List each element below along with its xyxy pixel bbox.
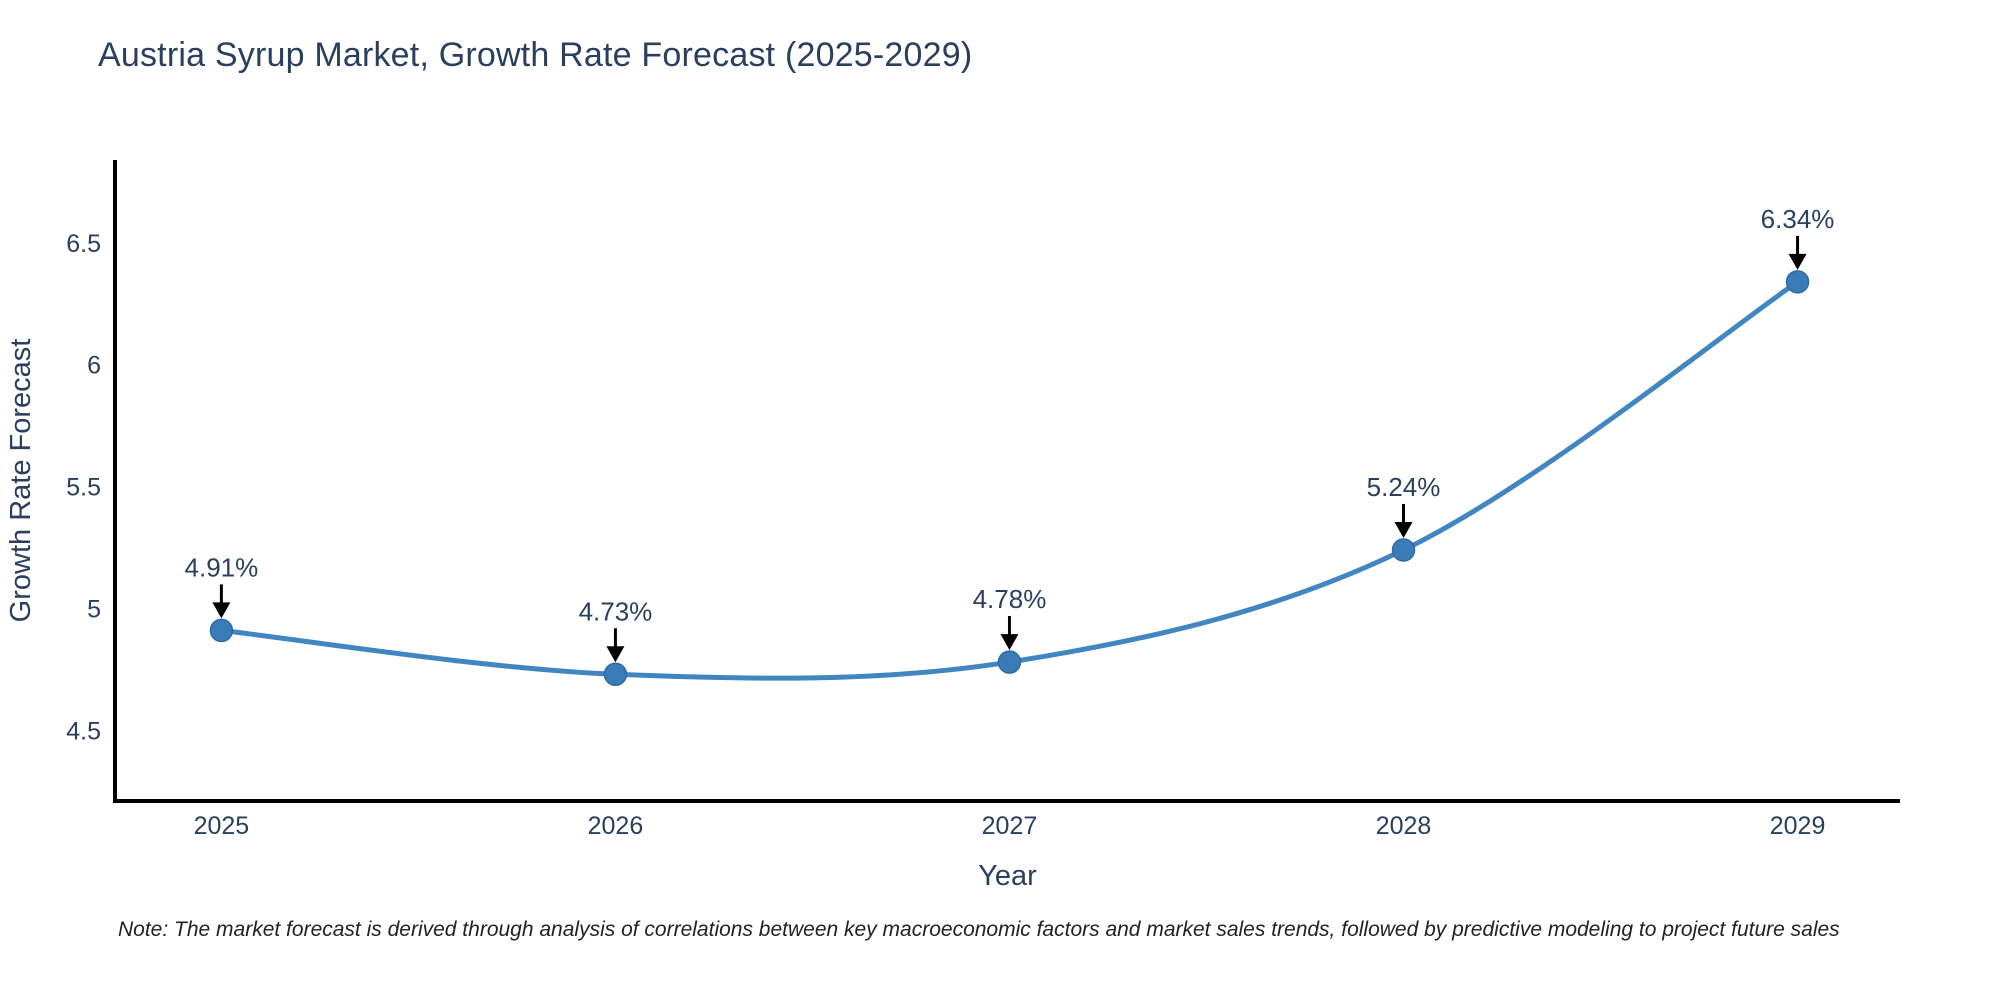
annotation-label: 6.34% (1761, 204, 1835, 234)
x-tick-label: 2029 (1770, 812, 1826, 840)
y-tick-label: 4.5 (66, 717, 101, 745)
annotation-arrow-head (1000, 634, 1019, 651)
y-tick-label: 6.5 (66, 230, 101, 258)
y-axis-title: Growth Rate Forecast (5, 339, 37, 623)
x-tick-label: 2025 (194, 812, 250, 840)
data-point[interactable] (1391, 538, 1416, 562)
data-point[interactable] (1785, 270, 1810, 294)
chart-title: Austria Syrup Market, Growth Rate Foreca… (98, 36, 973, 74)
annotation-label: 4.78% (973, 584, 1047, 614)
data-point[interactable] (209, 618, 234, 643)
data-point[interactable] (997, 650, 1022, 674)
annotation-label: 5.24% (1367, 472, 1441, 502)
data-point[interactable] (603, 662, 628, 687)
x-tick-label: 2026 (588, 812, 644, 840)
y-tick-label: 5.5 (66, 474, 101, 502)
y-tick-label: 6 (87, 352, 101, 380)
annotation-label: 4.91% (185, 552, 259, 582)
annotation-arrow-head (1394, 521, 1413, 538)
annotation-label: 4.73% (579, 596, 653, 626)
footnote: Note: The market forecast is derived thr… (118, 918, 1840, 941)
annotation-arrow-head (212, 602, 231, 619)
annotation-arrow-head (1788, 253, 1807, 270)
x-tick-label: 2027 (982, 812, 1038, 840)
x-axis-title: Year (978, 860, 1037, 892)
x-tick-label: 2028 (1376, 812, 1432, 840)
annotation-arrow-head (606, 646, 625, 663)
y-tick-label: 5 (87, 595, 101, 623)
